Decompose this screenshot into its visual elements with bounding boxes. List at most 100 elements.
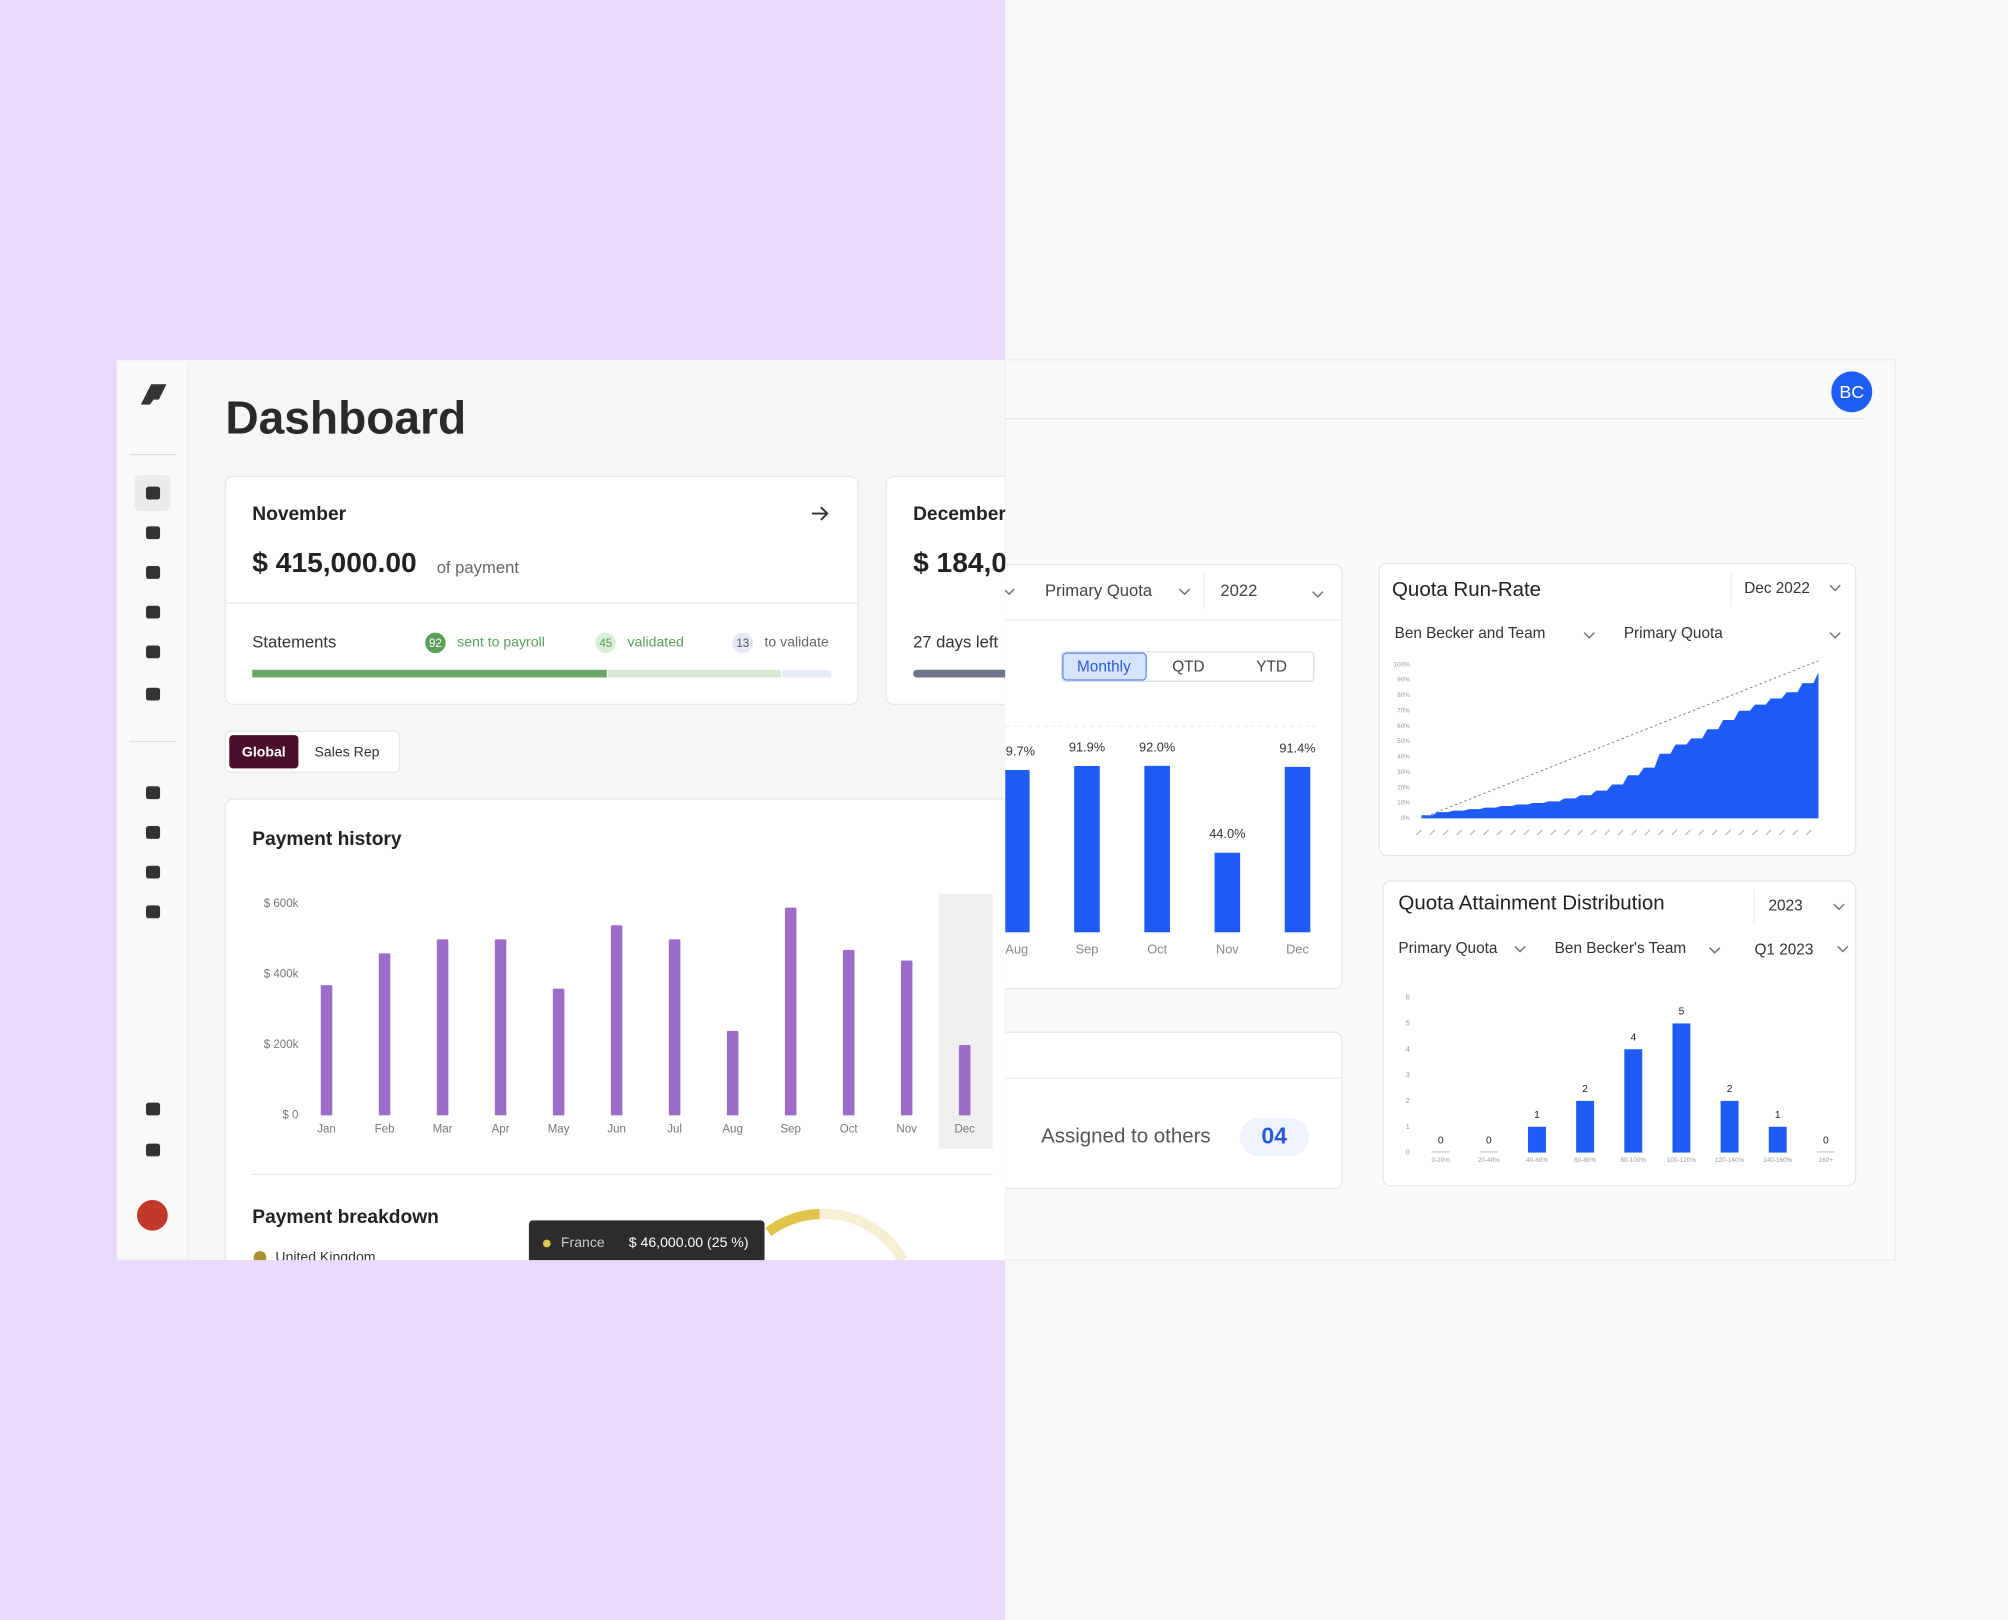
assigned-card [1005, 1031, 1343, 1190]
data-label: 92.0% [1139, 739, 1175, 754]
amount-note: of payment [437, 558, 520, 577]
nav-icon[interactable] [145, 1143, 161, 1157]
chart-title: Quota Run-Rate [1392, 578, 1541, 601]
filter: 2022 [1220, 581, 1257, 600]
nav-icon[interactable] [145, 687, 161, 701]
legend-dot [253, 1251, 267, 1261]
x-tick [1604, 829, 1611, 836]
filter: Dec 2022 [1744, 580, 1810, 597]
data-label: 5 [1679, 1007, 1685, 1018]
bar [1768, 1126, 1787, 1153]
progress-segment [252, 669, 607, 678]
december-card [885, 475, 1006, 705]
card-month: November [252, 504, 346, 525]
x-tick [1617, 829, 1624, 836]
y-tick-label: 20% [1397, 784, 1410, 791]
data-label: 44.0% [1209, 826, 1245, 841]
user-avatar[interactable] [137, 1199, 168, 1231]
filter: Primary Quota [1045, 581, 1153, 600]
nav-icon[interactable] [145, 1102, 161, 1116]
x-tick-label: Sep [1076, 942, 1099, 957]
data-label: 91.9% [1069, 739, 1105, 754]
x-tick [1805, 829, 1812, 836]
y-tick-label: 100% [1394, 661, 1411, 668]
y-tick-label: 4 [1406, 1044, 1411, 1053]
badge-label: to validate [765, 634, 829, 650]
badge [425, 632, 446, 654]
x-tick [1657, 829, 1664, 836]
bar [900, 960, 913, 1116]
data-label: 2 [1727, 1084, 1733, 1095]
tab: Sales Rep [315, 744, 380, 760]
y-tick-label: 50% [1397, 738, 1410, 745]
y-tick-label: $ 0 [282, 1109, 298, 1121]
x-tick-label: 80-100% [1620, 1157, 1646, 1164]
data-label: 0 [1486, 1136, 1492, 1147]
x-tick-label: Jul [667, 1124, 682, 1136]
tooltip-value: $ 46,000.00 (25 %) [629, 1234, 749, 1250]
chevron [1837, 945, 1849, 953]
nav-icon[interactable] [145, 786, 161, 800]
bar [552, 988, 565, 1116]
nav-icon[interactable] [145, 605, 161, 619]
data-label: 4 [1630, 1032, 1636, 1043]
x-tick [1442, 829, 1449, 836]
avatar-initials: BC [1839, 382, 1864, 402]
nav-icon[interactable] [145, 526, 161, 540]
x-tick-label: 160+ [1819, 1157, 1834, 1164]
x-tick-label: Jan [317, 1124, 336, 1136]
tooltip-label: France [561, 1234, 605, 1250]
nav-icon[interactable] [145, 905, 161, 919]
quota-card-group: Primary Quota 2022 Monthly QTD YTD 89.7% Aug 91… [1005, 564, 1343, 1190]
x-tick [1631, 829, 1638, 836]
y-tick-label: 90% [1397, 677, 1410, 684]
badge-count: 92 [429, 638, 442, 650]
x-tick [1590, 829, 1597, 836]
chevron [1829, 632, 1841, 639]
period-active[interactable] [1062, 652, 1147, 681]
x-tick [1469, 829, 1476, 836]
x-tick [1483, 829, 1490, 836]
bar [726, 1030, 739, 1116]
y-tick-label: 3 [1406, 1070, 1410, 1079]
donut [819, 1208, 908, 1261]
statements-label: Statements [252, 632, 336, 651]
chevron [1709, 947, 1721, 954]
x-tick-label: Apr [492, 1124, 510, 1136]
y-tick-label: 70% [1397, 707, 1410, 714]
x-tick-label: Jun [607, 1124, 626, 1136]
tab: Global [242, 744, 286, 760]
nav-icon[interactable] [145, 826, 161, 839]
tab-active[interactable] [229, 735, 299, 769]
logo [140, 384, 167, 405]
nav-icon[interactable] [145, 566, 161, 579]
x-tick [1792, 829, 1799, 836]
bar [784, 907, 797, 1116]
x-tick [1778, 829, 1785, 836]
arrow-icon[interactable] [811, 506, 829, 521]
x-tick [1550, 829, 1557, 836]
section-title: Payment breakdown [252, 1207, 439, 1228]
x-tick-label: 140-160% [1763, 1157, 1792, 1164]
x-tick-label: 100-120% [1667, 1157, 1696, 1164]
x-tick-label: 0-20% [1431, 1157, 1450, 1164]
x-tick-label: May [548, 1124, 570, 1136]
avatar[interactable] [1831, 371, 1873, 413]
filter: Q1 2023 [1754, 941, 1813, 958]
nav-icon[interactable] [145, 865, 161, 879]
y-tick-label: 1 [1406, 1122, 1410, 1131]
progress-segment [608, 669, 781, 678]
card-month: December [913, 504, 1006, 525]
nav-icon[interactable] [145, 486, 161, 500]
bar [1528, 1126, 1546, 1153]
dashboard-panel: Dashboard November $ 415,000.00 of payment S… [116, 359, 1006, 1261]
x-tick-label: 40-60% [1526, 1157, 1548, 1164]
x-tick [1536, 829, 1543, 836]
y-tick-label: 60% [1397, 723, 1410, 730]
nav-icon[interactable] [145, 645, 161, 659]
x-tick-label: Oct [840, 1124, 859, 1136]
x-tick [1644, 829, 1651, 836]
bar [1431, 1151, 1450, 1153]
amount: $ 415,000.00 [252, 546, 416, 578]
